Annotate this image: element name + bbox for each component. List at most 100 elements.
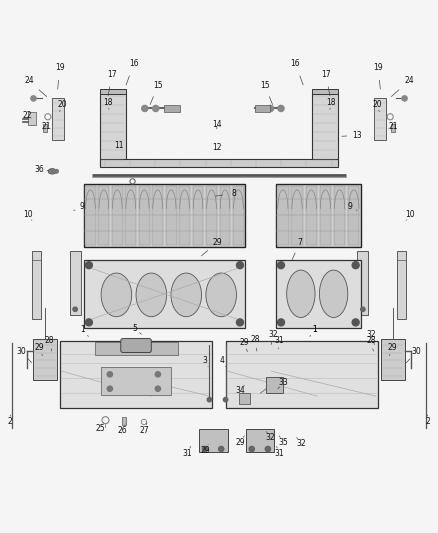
Text: 24: 24 <box>404 76 414 85</box>
Text: 11: 11 <box>115 141 124 150</box>
Text: 29: 29 <box>388 343 398 352</box>
Bar <box>100 159 338 167</box>
Text: 12: 12 <box>212 143 222 152</box>
Circle shape <box>352 319 359 326</box>
Circle shape <box>73 307 78 311</box>
Text: 28: 28 <box>366 336 376 345</box>
Bar <box>312 89 338 94</box>
Bar <box>374 99 386 140</box>
Text: 9: 9 <box>79 202 84 211</box>
Bar <box>101 367 171 395</box>
Text: 25: 25 <box>95 424 105 433</box>
Ellipse shape <box>136 273 166 317</box>
Circle shape <box>219 446 224 451</box>
Bar <box>226 341 378 408</box>
Text: 20: 20 <box>57 100 67 109</box>
Bar <box>43 124 47 132</box>
Circle shape <box>85 262 92 269</box>
Circle shape <box>237 319 244 326</box>
Bar <box>255 106 270 111</box>
Text: 29: 29 <box>34 343 44 352</box>
Ellipse shape <box>287 270 315 318</box>
Text: 21: 21 <box>388 122 398 131</box>
Text: 30: 30 <box>411 347 421 356</box>
Text: 15: 15 <box>260 81 270 90</box>
Text: 17: 17 <box>321 70 331 79</box>
Text: 1: 1 <box>81 325 85 334</box>
Bar <box>193 185 204 245</box>
Bar <box>100 89 126 94</box>
Text: 32: 32 <box>366 330 376 338</box>
Text: 33: 33 <box>279 378 289 387</box>
Text: 2: 2 <box>425 417 430 426</box>
Circle shape <box>152 106 159 111</box>
Text: 29: 29 <box>235 438 245 447</box>
Circle shape <box>360 307 365 311</box>
Circle shape <box>249 446 254 451</box>
Circle shape <box>155 372 160 377</box>
Text: 10: 10 <box>406 209 415 219</box>
Bar <box>246 430 275 452</box>
Bar <box>52 99 64 140</box>
Text: 1: 1 <box>312 325 317 334</box>
Circle shape <box>207 398 212 402</box>
Text: 31: 31 <box>275 449 284 458</box>
Bar <box>122 417 127 425</box>
Bar <box>306 185 317 245</box>
Text: 3: 3 <box>203 356 208 365</box>
Text: 24: 24 <box>24 76 34 85</box>
Text: 4: 4 <box>220 356 225 365</box>
Bar <box>95 343 177 354</box>
Bar <box>277 185 289 245</box>
Circle shape <box>402 96 407 101</box>
Text: 34: 34 <box>235 386 245 395</box>
Bar <box>179 185 190 245</box>
Bar <box>70 251 81 314</box>
Bar <box>99 185 109 245</box>
Bar <box>164 106 180 111</box>
Text: 29: 29 <box>200 446 210 455</box>
Text: 17: 17 <box>107 70 117 79</box>
Circle shape <box>278 106 284 111</box>
Text: 18: 18 <box>103 98 113 107</box>
Text: 29: 29 <box>240 338 249 348</box>
Circle shape <box>107 372 113 377</box>
Bar <box>33 338 57 380</box>
Circle shape <box>31 96 36 101</box>
Text: 8: 8 <box>232 189 237 198</box>
Circle shape <box>278 262 285 269</box>
Bar <box>391 124 395 132</box>
Bar <box>84 183 245 247</box>
Circle shape <box>237 262 244 269</box>
Text: 28: 28 <box>250 335 260 344</box>
Bar <box>60 341 212 408</box>
Bar <box>85 185 96 245</box>
Ellipse shape <box>48 169 56 174</box>
Bar <box>276 183 361 247</box>
Bar <box>219 185 230 245</box>
Text: 7: 7 <box>297 238 302 247</box>
Bar <box>348 185 360 245</box>
Text: 28: 28 <box>45 336 54 345</box>
Bar <box>206 185 217 245</box>
Circle shape <box>85 319 92 326</box>
Circle shape <box>142 106 148 111</box>
Circle shape <box>278 319 285 326</box>
Text: 31: 31 <box>275 336 284 345</box>
Text: 2: 2 <box>8 417 13 426</box>
Circle shape <box>223 398 228 402</box>
Text: 32: 32 <box>266 433 276 442</box>
Bar <box>381 338 405 380</box>
Circle shape <box>265 446 271 451</box>
Bar <box>166 185 177 245</box>
Bar <box>334 185 345 245</box>
Text: 31: 31 <box>183 449 192 458</box>
Ellipse shape <box>101 273 132 317</box>
Bar <box>112 185 123 245</box>
Text: 32: 32 <box>296 439 306 448</box>
Text: 9: 9 <box>347 202 353 211</box>
Text: 32: 32 <box>269 330 279 338</box>
FancyBboxPatch shape <box>121 338 151 352</box>
Text: 29: 29 <box>212 238 222 247</box>
Bar <box>199 430 228 452</box>
